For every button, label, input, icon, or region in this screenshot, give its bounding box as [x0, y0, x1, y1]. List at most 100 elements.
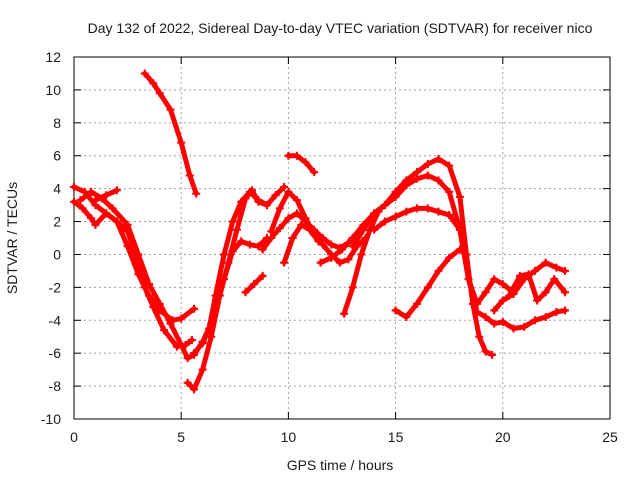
series-line — [221, 235, 270, 282]
series-track-i — [241, 271, 267, 297]
data-point — [177, 138, 186, 147]
data-point — [552, 263, 561, 272]
data-point — [301, 158, 310, 167]
data-point — [237, 237, 246, 246]
data-point — [123, 242, 132, 251]
data-point — [515, 271, 524, 280]
series-track-o — [348, 171, 516, 308]
data-point — [305, 225, 314, 234]
data-point — [140, 69, 149, 78]
data-point — [344, 255, 353, 264]
data-point — [228, 247, 237, 256]
data-point — [112, 186, 121, 195]
data-point — [490, 319, 499, 328]
data-point — [473, 308, 482, 317]
x-axis-label: GPS time / hours — [287, 457, 394, 473]
y-tick-label: 2 — [53, 214, 61, 230]
data-point — [284, 187, 293, 196]
x-tick-label: 5 — [177, 429, 185, 445]
y-tick-label: 4 — [53, 181, 61, 197]
series-track-q — [340, 207, 383, 318]
y-tick-label: -10 — [41, 411, 61, 427]
data-point — [155, 299, 164, 308]
data-point — [391, 192, 400, 201]
data-point — [481, 347, 490, 356]
data-point — [220, 275, 229, 284]
data-point — [541, 258, 550, 267]
y-tick-label: -8 — [49, 378, 62, 394]
y-tick-label: -6 — [49, 345, 62, 361]
data-point — [338, 245, 346, 254]
data-point — [187, 336, 196, 345]
data-point — [365, 225, 374, 234]
data-point — [102, 209, 111, 218]
data-point — [380, 217, 389, 226]
data-point — [490, 275, 499, 284]
data-point — [198, 365, 207, 374]
plot-frame — [73, 56, 611, 420]
data-point — [232, 225, 241, 234]
data-point — [541, 312, 550, 321]
data-point — [445, 210, 454, 219]
series-track-d — [91, 186, 121, 205]
data-point — [348, 283, 357, 292]
data-point — [183, 378, 192, 387]
data-point — [530, 266, 539, 275]
data-point — [413, 299, 422, 308]
data-point — [340, 309, 349, 318]
data-point — [524, 270, 533, 279]
y-axis-label: SDTVAR / TECUs — [4, 182, 20, 294]
data-point — [464, 275, 473, 284]
series-line — [285, 153, 317, 175]
data-point — [327, 240, 336, 249]
data-point — [108, 204, 117, 213]
y-tick-label: 12 — [45, 49, 61, 65]
data-point — [402, 181, 411, 190]
data-point — [91, 220, 100, 229]
data-point — [481, 288, 490, 297]
data-point — [413, 204, 422, 213]
data-point — [271, 191, 280, 200]
data-point — [76, 196, 85, 205]
series-track-f — [183, 186, 271, 394]
series-line — [393, 247, 469, 320]
data-point — [112, 217, 121, 226]
x-tick-label: 15 — [388, 429, 404, 445]
series-track-t — [505, 270, 569, 305]
data-point — [434, 155, 443, 164]
data-point — [166, 105, 175, 114]
data-point — [123, 220, 132, 229]
data-point — [198, 339, 207, 348]
data-point — [560, 288, 569, 297]
data-point — [402, 207, 411, 216]
data-point — [190, 349, 199, 358]
data-point — [391, 212, 400, 221]
data-point — [177, 314, 186, 323]
y-tick-label: 8 — [53, 115, 61, 131]
data-point — [87, 214, 96, 223]
data-point — [292, 209, 301, 218]
data-point — [533, 296, 542, 305]
data-point — [297, 220, 306, 229]
data-point — [391, 306, 400, 315]
data-point — [475, 332, 484, 341]
data-point — [413, 174, 422, 183]
series-track-p — [370, 204, 569, 333]
data-point — [155, 89, 164, 98]
data-point — [280, 258, 289, 267]
data-point — [455, 245, 464, 254]
data-point — [267, 234, 276, 242]
data-point — [490, 306, 499, 315]
data-point — [258, 271, 267, 280]
data-point — [423, 204, 432, 213]
data-point — [241, 288, 250, 297]
y-tick-label: -4 — [49, 312, 62, 328]
x-tick-label: 10 — [281, 429, 297, 445]
data-point — [402, 312, 411, 321]
data-point — [245, 240, 254, 249]
data-point — [434, 176, 443, 185]
data-point — [530, 316, 539, 325]
data-point — [301, 217, 310, 226]
data-point — [434, 266, 443, 275]
data-point — [245, 187, 254, 196]
